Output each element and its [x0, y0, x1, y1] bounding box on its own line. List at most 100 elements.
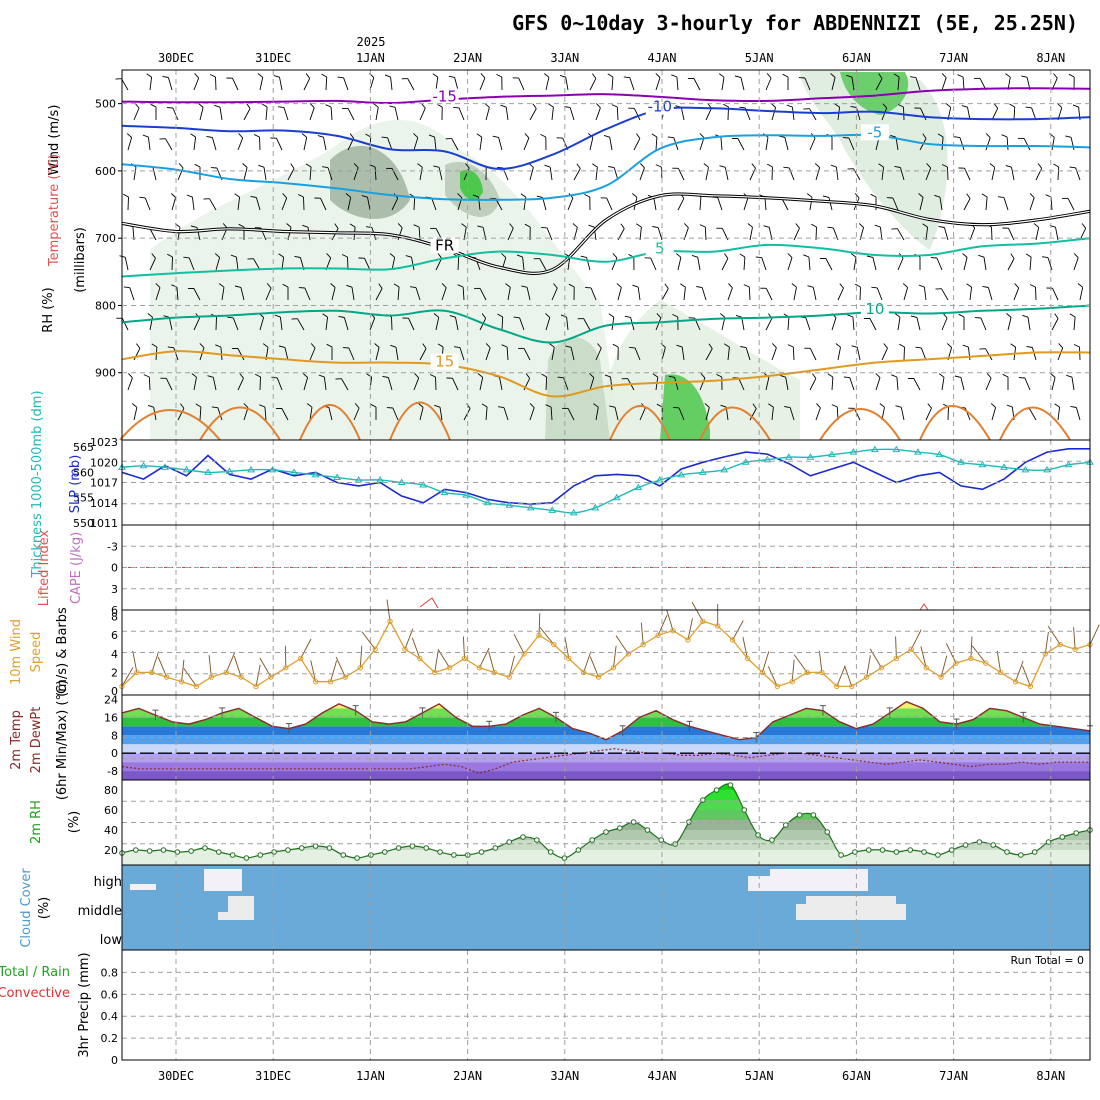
wind-barb-flag [766, 73, 772, 79]
wind-barb-10m [255, 664, 261, 687]
thickness-point [204, 468, 212, 475]
thickness-point [290, 468, 298, 475]
wind-speed-point [729, 637, 736, 643]
rh-point [879, 847, 886, 853]
top-date-8jan: 8JAN [1036, 51, 1065, 65]
wind-barb [805, 317, 811, 331]
wind-barb [855, 107, 861, 121]
thickness-tick: 550 [73, 517, 94, 530]
wind-barb-10m [657, 614, 668, 636]
top-date-labels: 30DEC 31DEC 1JAN 2JAN 3JAN 4JAN 5JAN 6JAN 7JAN 8J… [158, 51, 1065, 65]
wind-barb [959, 137, 965, 151]
wind-barb [947, 166, 949, 181]
wind-barb-flag [257, 73, 263, 78]
wind-barb-flag [807, 285, 814, 288]
wind-barb [133, 407, 138, 421]
wind-barb [743, 256, 746, 271]
wind-barb-flag [834, 103, 840, 108]
wind-speed-point [283, 665, 289, 671]
wind-barb-flag [190, 133, 196, 138]
thickness-point [591, 503, 600, 511]
wind-speed-point [1012, 679, 1019, 685]
temp-ylabel: 2m Temp 2m DewPt (6hr Min/Max) (°C) [9, 680, 70, 800]
wind-barb [485, 406, 488, 421]
wind-barb-flag [752, 403, 757, 409]
wind-barb [506, 346, 509, 361]
rh-ylabel: 2m RH (%) [29, 800, 82, 844]
wind-barb [133, 107, 140, 121]
rh-point [340, 852, 347, 858]
wind-barb [566, 317, 569, 331]
wind-barb-flag [417, 163, 423, 168]
wind-barb [309, 107, 315, 121]
wind-barb [259, 136, 261, 151]
wind-barb-flag [480, 73, 486, 79]
wind-barb [303, 377, 309, 391]
wind-barb-flag [421, 103, 426, 109]
wind-barb-flag [454, 346, 461, 349]
isotherm--5 [121, 133, 1091, 201]
wind-barb-flag [871, 286, 878, 289]
wind-barb-flag [405, 255, 412, 258]
wind-barb [960, 377, 965, 391]
wind-barb [985, 377, 992, 391]
wind-barb-flag [1073, 253, 1079, 259]
wind-barb [681, 347, 685, 361]
isotherm-fr-inner [121, 193, 1091, 274]
wind-barb [897, 228, 905, 241]
wind-barb [391, 316, 393, 331]
wind-barb-flag [1054, 313, 1059, 319]
wind-barb-10m [437, 648, 451, 669]
temp-color-band [122, 771, 1090, 780]
wind-barb-flag [954, 136, 961, 139]
wind-barb [419, 107, 426, 121]
wind-barb [969, 287, 973, 301]
wind-barb [661, 347, 666, 361]
thickness-point [139, 461, 148, 469]
rh-point [285, 847, 291, 853]
wind-barb [265, 287, 272, 301]
wind-barb [127, 377, 133, 391]
wind-barb [259, 317, 265, 331]
wind-label: 10m Wind [9, 619, 24, 685]
wind-barb [1075, 407, 1081, 421]
wind-barb-flag [365, 133, 371, 138]
wind-barb [680, 107, 685, 121]
wind-barb [549, 167, 553, 181]
isotherm-20 [999, 406, 1071, 441]
wind-barb-flag [1050, 373, 1056, 378]
thickness-point [247, 465, 255, 473]
wind-barb-flag [585, 286, 592, 289]
wind-barb [121, 318, 129, 331]
wind-barb-flag [672, 313, 678, 318]
wind-barb [825, 258, 833, 271]
wind-barb-flag [180, 403, 185, 409]
wind-barb [253, 258, 261, 271]
rh-tick: 80 [104, 784, 118, 797]
rh-point [368, 852, 374, 858]
wind-barb [872, 257, 877, 271]
wind-barb-flag [278, 253, 284, 258]
wind-barb [650, 257, 657, 271]
wind-barb [567, 408, 575, 421]
wind-barb-flag [616, 283, 622, 288]
wind-barb-flag [870, 193, 877, 198]
wind-barb [987, 287, 993, 301]
wind-barb-flag [720, 404, 727, 408]
wind-barb-flag [787, 344, 794, 348]
wind-barb [459, 347, 465, 361]
top-date-6jan: 6JAN [842, 51, 871, 65]
isotherm-label-15: 15 [435, 353, 454, 371]
wind-barb [551, 347, 555, 361]
wind-barb [962, 76, 965, 91]
wind-barb [1067, 198, 1075, 211]
isotherm-label-5: 5 [655, 240, 665, 258]
wind-barb [397, 286, 400, 301]
wind-barb-flag [166, 253, 173, 258]
wind-barb-flag [858, 223, 864, 228]
wind-barb [655, 317, 662, 331]
wind-barb [281, 197, 288, 211]
wind-barb [545, 376, 548, 391]
wind-barb-flag [835, 343, 841, 348]
wind-barb [595, 407, 599, 421]
